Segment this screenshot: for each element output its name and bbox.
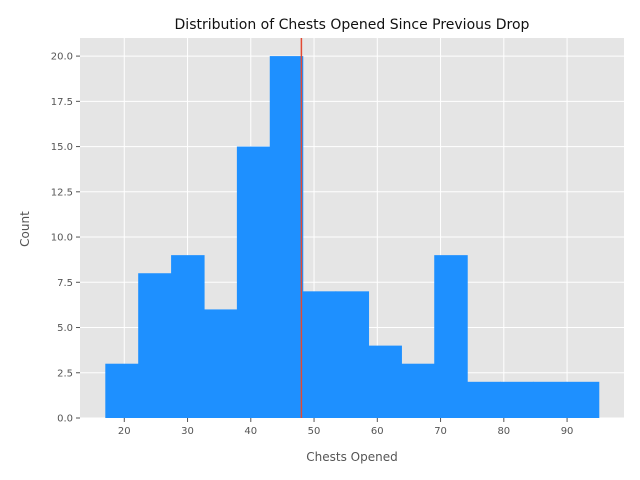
- histogram-bar: [171, 255, 205, 418]
- histogram-bar: [138, 273, 172, 418]
- x-tick-label: 50: [308, 426, 321, 437]
- histogram-bar: [401, 363, 435, 418]
- y-tick-label: 12.5: [51, 187, 73, 198]
- histogram-bar: [434, 255, 468, 418]
- histogram-bar: [203, 309, 238, 418]
- x-tick-label: 60: [371, 426, 384, 437]
- histogram-bar: [500, 381, 534, 418]
- histogram-bar: [105, 363, 139, 418]
- tick-labels: 20 30 40 50 60 70 80 90 0.0 2.5 5.0 7.5 10.0 12.5 15.0…: [51, 52, 574, 437]
- histogram-bar: [269, 56, 304, 418]
- x-tick-label: 70: [434, 426, 447, 437]
- histogram-bar: [302, 291, 337, 418]
- histogram-bar: [532, 381, 567, 418]
- x-tick-label: 40: [244, 426, 257, 437]
- histogram-bars: [105, 56, 600, 419]
- y-axis-label: Count: [18, 211, 32, 247]
- chart-title: Distribution of Chests Opened Since Prev…: [175, 17, 530, 33]
- x-tick-label: 80: [497, 426, 510, 437]
- histogram-bar: [335, 291, 370, 418]
- x-tick-label: 20: [118, 426, 131, 437]
- x-tick-label: 30: [181, 426, 194, 437]
- y-tick-label: 17.5: [51, 97, 73, 108]
- histogram-bar: [467, 381, 501, 418]
- y-tick-label: 0.0: [57, 414, 73, 425]
- y-tick-label: 5.0: [57, 323, 73, 334]
- x-axis-label: Chests Opened: [306, 450, 397, 464]
- y-tick-label: 2.5: [57, 368, 73, 379]
- histogram-bar: [565, 381, 600, 418]
- histogram-bar: [368, 345, 402, 418]
- y-tick-label: 7.5: [57, 278, 73, 289]
- y-tick-label: 20.0: [51, 52, 73, 63]
- y-tick-label: 15.0: [51, 142, 73, 153]
- y-tick-label: 10.0: [51, 233, 73, 244]
- x-tick-label: 90: [561, 426, 574, 437]
- histogram-bar: [236, 146, 271, 419]
